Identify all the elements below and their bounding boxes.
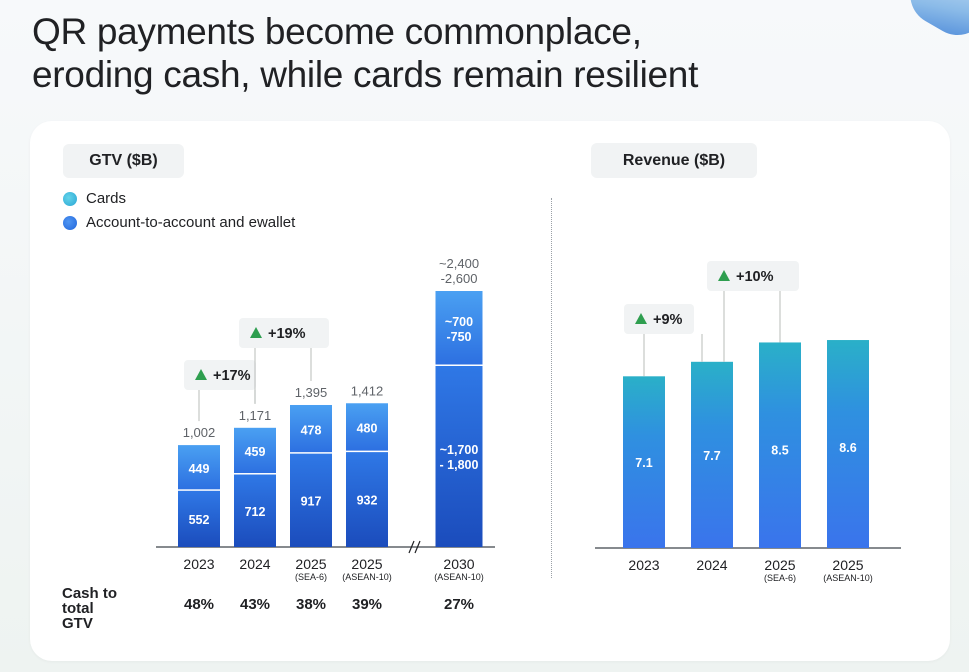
bar-cards-3: [346, 403, 388, 451]
bar-a2a-label-1: 712: [245, 505, 266, 519]
rev-10-growth-annotation: +10%: [707, 261, 799, 291]
revenue-panel-label: Revenue ($B): [591, 143, 757, 178]
bar-a2a-0: [178, 490, 220, 547]
revenue-chart: 7.120237.720248.52025(SEA-6)8.62025(ASEA…: [595, 261, 901, 583]
revenue-bar-label-2: 8.5: [771, 443, 788, 457]
x-tick-label-3: 2025: [351, 556, 382, 572]
gtv-17-growth-box: [184, 360, 256, 390]
legend-item-a2a: Account-to-account and ewallet: [63, 214, 295, 231]
rev-9-growth-annotation: +9%: [624, 304, 694, 334]
revenue-x-tick-sublabel-3: (ASEAN-10): [823, 573, 873, 583]
revenue-bar-2: [759, 342, 801, 548]
title-line-1: QR payments become commonplace,: [32, 11, 642, 52]
legend-label-a2a: Account-to-account and ewallet: [86, 214, 296, 231]
cash-to-total-gtv-value-0: 48%: [184, 596, 214, 613]
bar-total-label-4: ~2,400 -2,600: [439, 256, 479, 286]
bar-cards-label-1: 459: [245, 445, 266, 459]
revenue-x-tick-label-2: 2025: [764, 557, 795, 573]
title-line-2: eroding cash, while cards remain resilie…: [32, 54, 699, 95]
triangle-up-icon: [250, 327, 262, 338]
triangle-up-icon: [195, 369, 207, 380]
page-title: QR payments become commonplace, eroding …: [32, 10, 698, 96]
axis-break-mark: [408, 540, 415, 554]
gtv-chart: 552 449 1,002 2023 48% 712 459 1,171 2024 43% 917 4…: [156, 256, 495, 613]
bar-cards-label-2: 478: [301, 423, 322, 437]
gtv-panel-label: GTV ($B): [63, 144, 184, 178]
bar-total-label-0: 1,002: [183, 425, 216, 440]
revenue-bar-label-1: 7.7: [703, 449, 720, 463]
gtv-19-growth-box: [239, 318, 329, 348]
x-tick-label-1: 2024: [239, 556, 270, 572]
revenue-bar-1: [691, 361, 733, 548]
cash-to-total-gtv-value-2: 38%: [296, 596, 326, 613]
bar-cards-0: [178, 445, 220, 490]
cards-legend-dot: [63, 191, 77, 206]
rev-10-growth-box: [707, 261, 799, 291]
x-tick-label-4: 2030: [443, 556, 474, 572]
revenue-x-tick-label-3: 2025: [832, 557, 863, 573]
bar-total-label-1: 1,171: [239, 408, 272, 423]
legend-item-cards: Cards: [63, 190, 126, 207]
gtv-19-growth-annotation: +19%: [239, 318, 329, 348]
triangle-up-icon: [635, 313, 647, 324]
rev-9-growth-box: [624, 304, 694, 334]
revenue-bar-0: [623, 376, 665, 548]
gtv-17-growth-label: +17%: [213, 368, 251, 384]
rev-10-growth-label: +10%: [736, 269, 774, 285]
revenue-x-tick-label-1: 2024: [696, 557, 727, 573]
cash-to-total-gtv-value-3: 39%: [352, 596, 382, 613]
bar-total-label-3: 1,412: [351, 383, 384, 398]
bar-a2a-3: [346, 452, 388, 547]
a2a-legend-dot: [63, 215, 77, 230]
bar-cards-4: [435, 291, 483, 365]
bar-a2a-label-3: 932: [357, 494, 378, 508]
x-tick-sublabel-4: (ASEAN-10): [434, 572, 484, 582]
revenue-bar-label-3: 8.6: [839, 441, 856, 455]
bar-a2a-1: [234, 474, 276, 547]
cash-to-total-gtv-label: Cash to total GTV: [62, 586, 117, 631]
bar-a2a-2: [290, 453, 332, 547]
bar-cards-label-4: ~700 -750: [445, 315, 473, 344]
x-tick-label-0: 2023: [183, 556, 214, 572]
bar-a2a-label-4: ~1,700- 1,800: [440, 443, 479, 472]
bar-cards-label-0: 449: [189, 462, 210, 476]
bar-a2a-label-0: 552: [189, 513, 210, 527]
revenue-bar-3: [827, 340, 869, 548]
x-tick-sublabel-3: (ASEAN-10): [342, 572, 392, 582]
revenue-bar-label-0: 7.1: [635, 456, 652, 470]
legend-label-cards: Cards: [86, 190, 127, 207]
x-tick-label-2: 2025: [295, 556, 326, 572]
x-tick-sublabel-2: (SEA-6): [295, 572, 327, 582]
triangle-up-icon: [718, 270, 730, 281]
revenue-x-tick-label-0: 2023: [628, 557, 659, 573]
cash-label-line-1: Cash to: [62, 585, 118, 602]
revenue-x-tick-sublabel-2: (SEA-6): [764, 573, 796, 583]
cash-to-total-gtv-value-1: 43%: [240, 596, 270, 613]
cash-to-total-gtv-value-4: 27%: [444, 596, 474, 613]
gtv-19-growth-label: +19%: [268, 326, 306, 342]
gtv-17-growth-annotation: +17%: [184, 360, 256, 390]
bar-total-label-2: 1,395: [295, 385, 328, 400]
cash-label-line-2: total: [62, 600, 94, 617]
bar-cards-1: [234, 427, 276, 474]
cash-label-line-3: GTV: [62, 615, 93, 632]
bar-cards-2: [290, 404, 332, 453]
bar-a2a-4: [435, 365, 483, 547]
rev-9-growth-label: +9%: [653, 312, 683, 328]
axis-break-mark: [414, 540, 421, 554]
bar-cards-label-3: 480: [357, 422, 378, 436]
panel-divider: [551, 198, 552, 578]
bar-a2a-label-2: 917: [301, 494, 322, 508]
